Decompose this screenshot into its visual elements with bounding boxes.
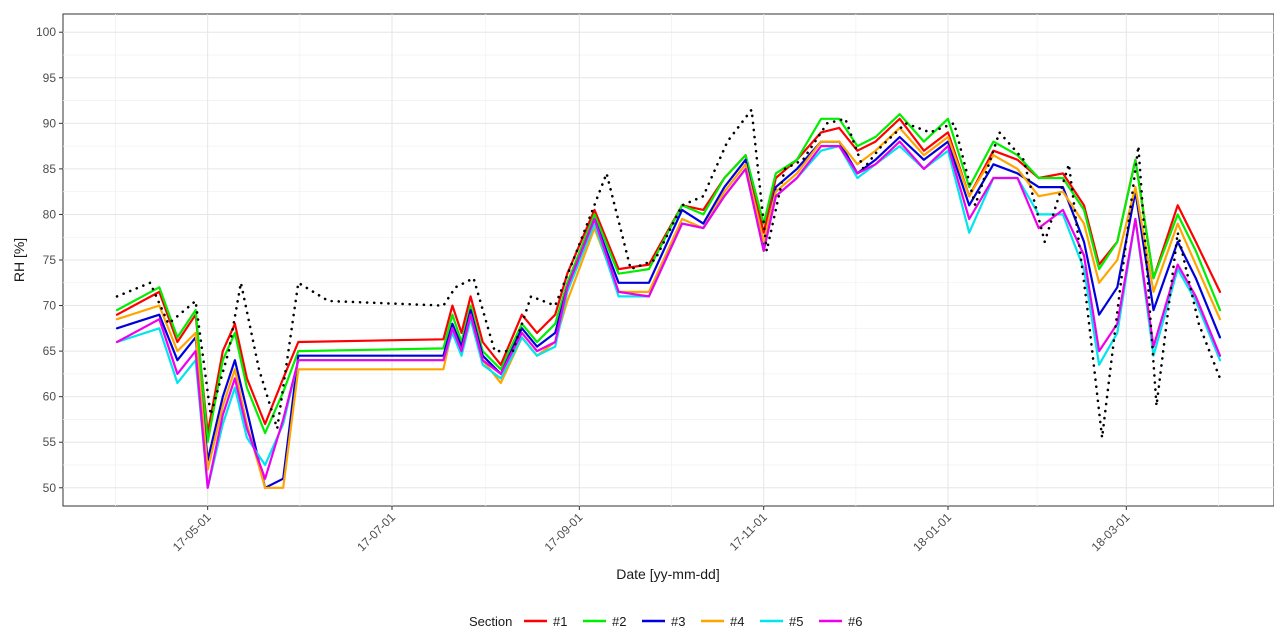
x-tick-label: 17-11-01	[727, 510, 770, 553]
y-tick-label: 100	[36, 25, 56, 39]
series-line-dotted-reference	[115, 108, 1222, 439]
y-tick-label: 95	[43, 71, 57, 85]
y-tick-label: 55	[43, 435, 57, 449]
legend-label: #3	[671, 614, 685, 629]
x-tick-label: 17-09-01	[542, 510, 586, 554]
series-layer	[115, 108, 1222, 489]
legend-label: #2	[612, 614, 626, 629]
x-tick-label: 17-07-01	[354, 510, 398, 554]
y-tick-label: 80	[43, 207, 57, 221]
legend-title: Section	[469, 614, 512, 629]
y-tick-label: 65	[43, 344, 57, 358]
y-tick-label: 75	[43, 253, 57, 267]
y-tick-label: 50	[43, 481, 57, 495]
series-line-section-6	[115, 140, 1222, 489]
y-tick-label: 70	[43, 299, 57, 313]
y-tick-label: 85	[43, 162, 57, 176]
x-tick-label: 17-05-01	[170, 510, 214, 554]
x-tick-label: 18-03-01	[1089, 510, 1133, 554]
legend-label: #4	[730, 614, 744, 629]
legend: Section #1 #2 #3 #4 #5 #6	[469, 614, 862, 629]
legend-label: #6	[848, 614, 862, 629]
y-axis-title: RH [%]	[11, 238, 27, 282]
series-line-section-2	[115, 113, 1222, 444]
y-tick-label: 60	[43, 390, 57, 404]
x-tick-label: 18-01-01	[910, 510, 954, 554]
legend-label: #1	[553, 614, 567, 629]
legend-label: #5	[789, 614, 803, 629]
series-line-section-3	[115, 135, 1222, 489]
x-axis-title: Date [yy-mm-dd]	[616, 566, 719, 582]
major-gridlines	[63, 14, 1274, 506]
y-tick-label: 90	[43, 116, 57, 130]
